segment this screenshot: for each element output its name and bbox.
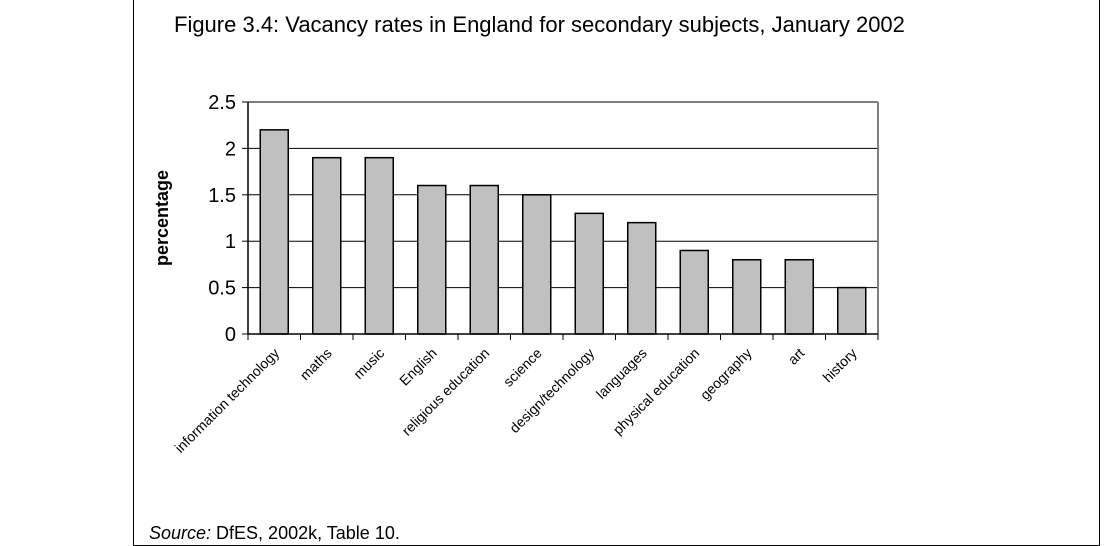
x-tick-label: history [819,345,859,385]
y-tick-label: 2.5 [208,92,236,114]
bar [784,259,814,335]
bar [259,129,289,335]
bar [312,156,342,335]
x-tick-label: English [396,345,440,389]
bar [522,194,552,335]
figure-title: Figure 3.4: Vacancy rates in England for… [174,12,905,37]
y-tick-label: 0.5 [208,278,236,300]
bar [732,259,762,335]
source-label: Source: [149,523,212,543]
y-tick-label: 1.5 [208,185,236,207]
y-axis-label: percentage [152,170,172,266]
bar [574,212,604,335]
source-note: Source: DfES, 2002k, Table 10. [149,523,400,544]
y-tick-label: 1 [225,231,236,253]
bar [417,184,447,335]
x-tick-label: art [785,345,808,368]
x-tick-label: information technology [171,345,282,456]
bar [364,156,394,335]
x-tick-label: religious education [399,345,493,439]
bar [627,221,657,335]
y-tick-label: 0 [225,324,236,346]
x-tick-label: music [350,345,387,382]
x-tick-label: maths [297,345,335,383]
x-tick-label: science [500,345,545,390]
x-tick-label: geography [697,345,755,403]
source-text: DfES, 2002k, Table 10. [211,523,400,543]
y-tick-label: 2 [225,138,236,160]
bar [469,184,499,335]
bar [679,249,709,335]
bar [837,286,867,335]
